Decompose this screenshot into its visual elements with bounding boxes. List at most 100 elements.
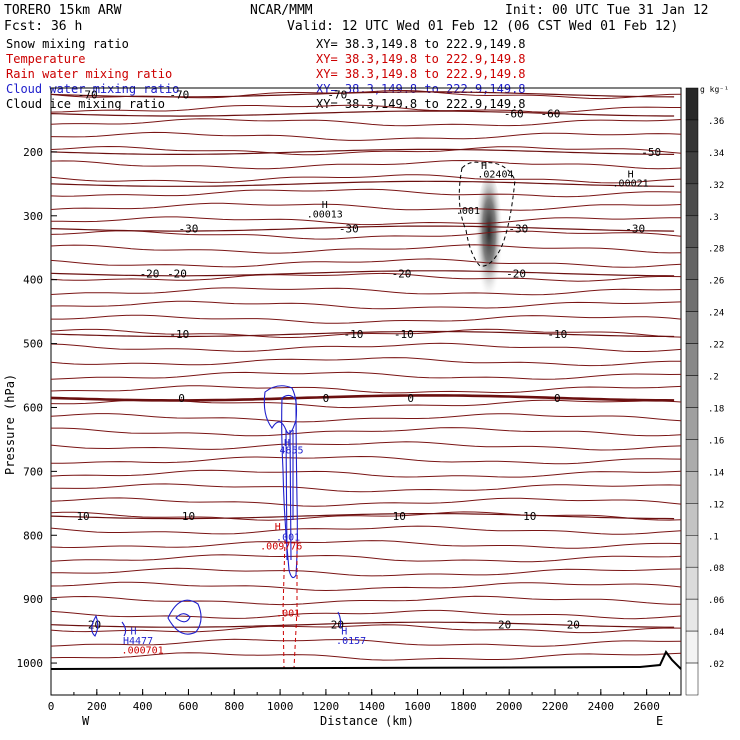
colorbar-swatch: [685, 598, 699, 632]
x-axis-title: Distance (km): [320, 714, 414, 728]
field-annotation: H: [275, 522, 281, 533]
temperature-contour-line: [50, 230, 682, 240]
temperature-contour--30: [50, 225, 675, 232]
axes: 0 200 400 600 800 1000 1200 1400 1600 1800 2000 220…: [17, 146, 671, 713]
colorbar-swatch: [685, 87, 699, 121]
colorbar-label: .12: [708, 500, 724, 510]
temperature-contour-label: 10: [76, 510, 89, 523]
x-tick-label: 2400: [588, 700, 615, 713]
field-annotation: 4855: [279, 445, 303, 456]
valid-time: Valid: 12 UTC Wed 01 Feb 12 (06 CST Wed …: [287, 19, 678, 34]
temperature-contour--70: [50, 91, 675, 98]
rain-water-contours: [282, 539, 298, 669]
temperature-contour-line: [50, 216, 682, 226]
field-annotation: .0157: [336, 636, 366, 647]
temperature-contour-line: [50, 385, 682, 394]
temperature-contour-line: [50, 272, 682, 282]
temperature-contour-label: -20: [392, 267, 412, 280]
cloud-water-contour-far-west: [91, 614, 99, 637]
field-annotation: H: [628, 169, 634, 180]
x-tick-label: 2200: [542, 700, 569, 713]
snow-colorbar: .36 .34 .32 .3 .28 .26 .24 .22 .2 .18 .16 .14 .12 .1.…: [685, 87, 724, 696]
colorbar-label: .08: [708, 564, 724, 574]
x-tick-label: 2600: [633, 700, 660, 713]
colorbar-label: .36: [708, 117, 724, 127]
cloud-water-contours: [91, 385, 342, 637]
colorbar-label: .18: [708, 404, 724, 414]
field-annotation: .001: [456, 206, 480, 217]
colorbar-unit: g kg⁻¹: [700, 85, 729, 94]
temperature-contour-label: -20: [506, 267, 526, 280]
x-tick-label: 1800: [450, 700, 477, 713]
temperature-contour-line: [50, 441, 682, 451]
field-annotation: H: [130, 626, 136, 637]
temperature-contour-label: -10: [343, 328, 363, 341]
temperature-contour-label: -20: [167, 267, 187, 280]
temperature-contour-line: [50, 609, 682, 620]
temperature-contour-20: [50, 621, 675, 628]
temperature-contour-line: [50, 104, 681, 113]
field-annotation: .009776: [260, 541, 302, 552]
colorbar-swatch: [685, 630, 699, 664]
temperature-contour-label: 10: [393, 510, 406, 523]
x-tick-label: 1600: [404, 700, 431, 713]
colorbar-label: .28: [708, 245, 724, 255]
field-annotation: H: [341, 626, 347, 637]
temperature-contours: -70 -70 -70-60 -60-50-30 -30 -30 -30-20 -20 -20-…: [50, 88, 682, 661]
y-tick-label: 1000: [17, 657, 44, 670]
x-tick-label: 800: [224, 700, 244, 713]
y-tick-label: 200: [23, 146, 43, 159]
x-tick-label: 2000: [496, 700, 523, 713]
temperature-contour-label: -60: [504, 108, 524, 121]
cloud-water-contour-west-inner: [175, 613, 191, 623]
temperature-contour-label: -60: [540, 108, 560, 121]
colorbar-swatch: [685, 247, 699, 280]
temperature-contour-line: [51, 427, 682, 437]
cloud-water-contour-west: [167, 599, 202, 635]
y-axis-title: Pressure (hPa): [3, 374, 17, 475]
temperature-contour-line: [50, 202, 682, 211]
temperature-contour-label: 20: [567, 619, 580, 632]
field-annotation: H: [284, 438, 290, 449]
colorbar-swatch: [685, 119, 699, 153]
temperature-contour-line: [50, 497, 682, 507]
cloud-water-contour-upper: [263, 385, 298, 434]
colorbar-label: .24: [708, 309, 724, 319]
temperature-contour-line: [50, 652, 682, 661]
temperature-contour-label: 20: [88, 619, 101, 632]
colorbar-swatch: [685, 535, 699, 568]
colorbar-swatch: [685, 343, 699, 376]
temperature-contour--10: [50, 330, 675, 338]
init-time: Init: 00 UTC Tue 31 Jan 12: [505, 3, 709, 18]
temperature-contour--50: [50, 148, 675, 155]
surface-terrain-line: [50, 650, 682, 670]
temperature-contour-label: -20: [140, 267, 160, 280]
temperature-contour-line: [50, 174, 682, 184]
cloud-water-contour-east: [337, 611, 342, 629]
colorbar-label: .14: [708, 468, 724, 478]
temperature-contour-label: -10: [547, 328, 567, 341]
colorbar-label: .34: [708, 149, 724, 159]
west-end-label: W: [82, 714, 90, 728]
colorbar-swatch: [685, 375, 699, 408]
cloud-water-contour-column: [281, 394, 298, 579]
temperature-contour-label: -30: [339, 223, 359, 236]
legend-xy: XY= 38.3,149.8 to 222.9,149.8: [316, 52, 526, 66]
colorbar-label: .16: [708, 436, 724, 446]
temperature-contour-line: [50, 300, 682, 310]
temperature-contour-line: [50, 258, 682, 268]
cloud-water-contour-west-small: [121, 621, 127, 637]
colorbar-label: .3: [708, 213, 719, 223]
temperature-contour-label: 0: [407, 392, 414, 405]
temperature-contour-10: [50, 513, 675, 520]
y-tick-label: 300: [23, 210, 43, 223]
temperature-contour-line: [50, 244, 682, 254]
temperature-contour-label: -10: [169, 328, 189, 341]
temperature-contour-line: [50, 159, 682, 170]
field-annotation: .000701: [122, 645, 164, 656]
x-tick-label: 0: [48, 700, 55, 713]
temperature-contour--20: [50, 270, 675, 277]
center-title: NCAR/MMM: [250, 3, 313, 18]
temperature-contour-label: -70: [169, 88, 189, 101]
